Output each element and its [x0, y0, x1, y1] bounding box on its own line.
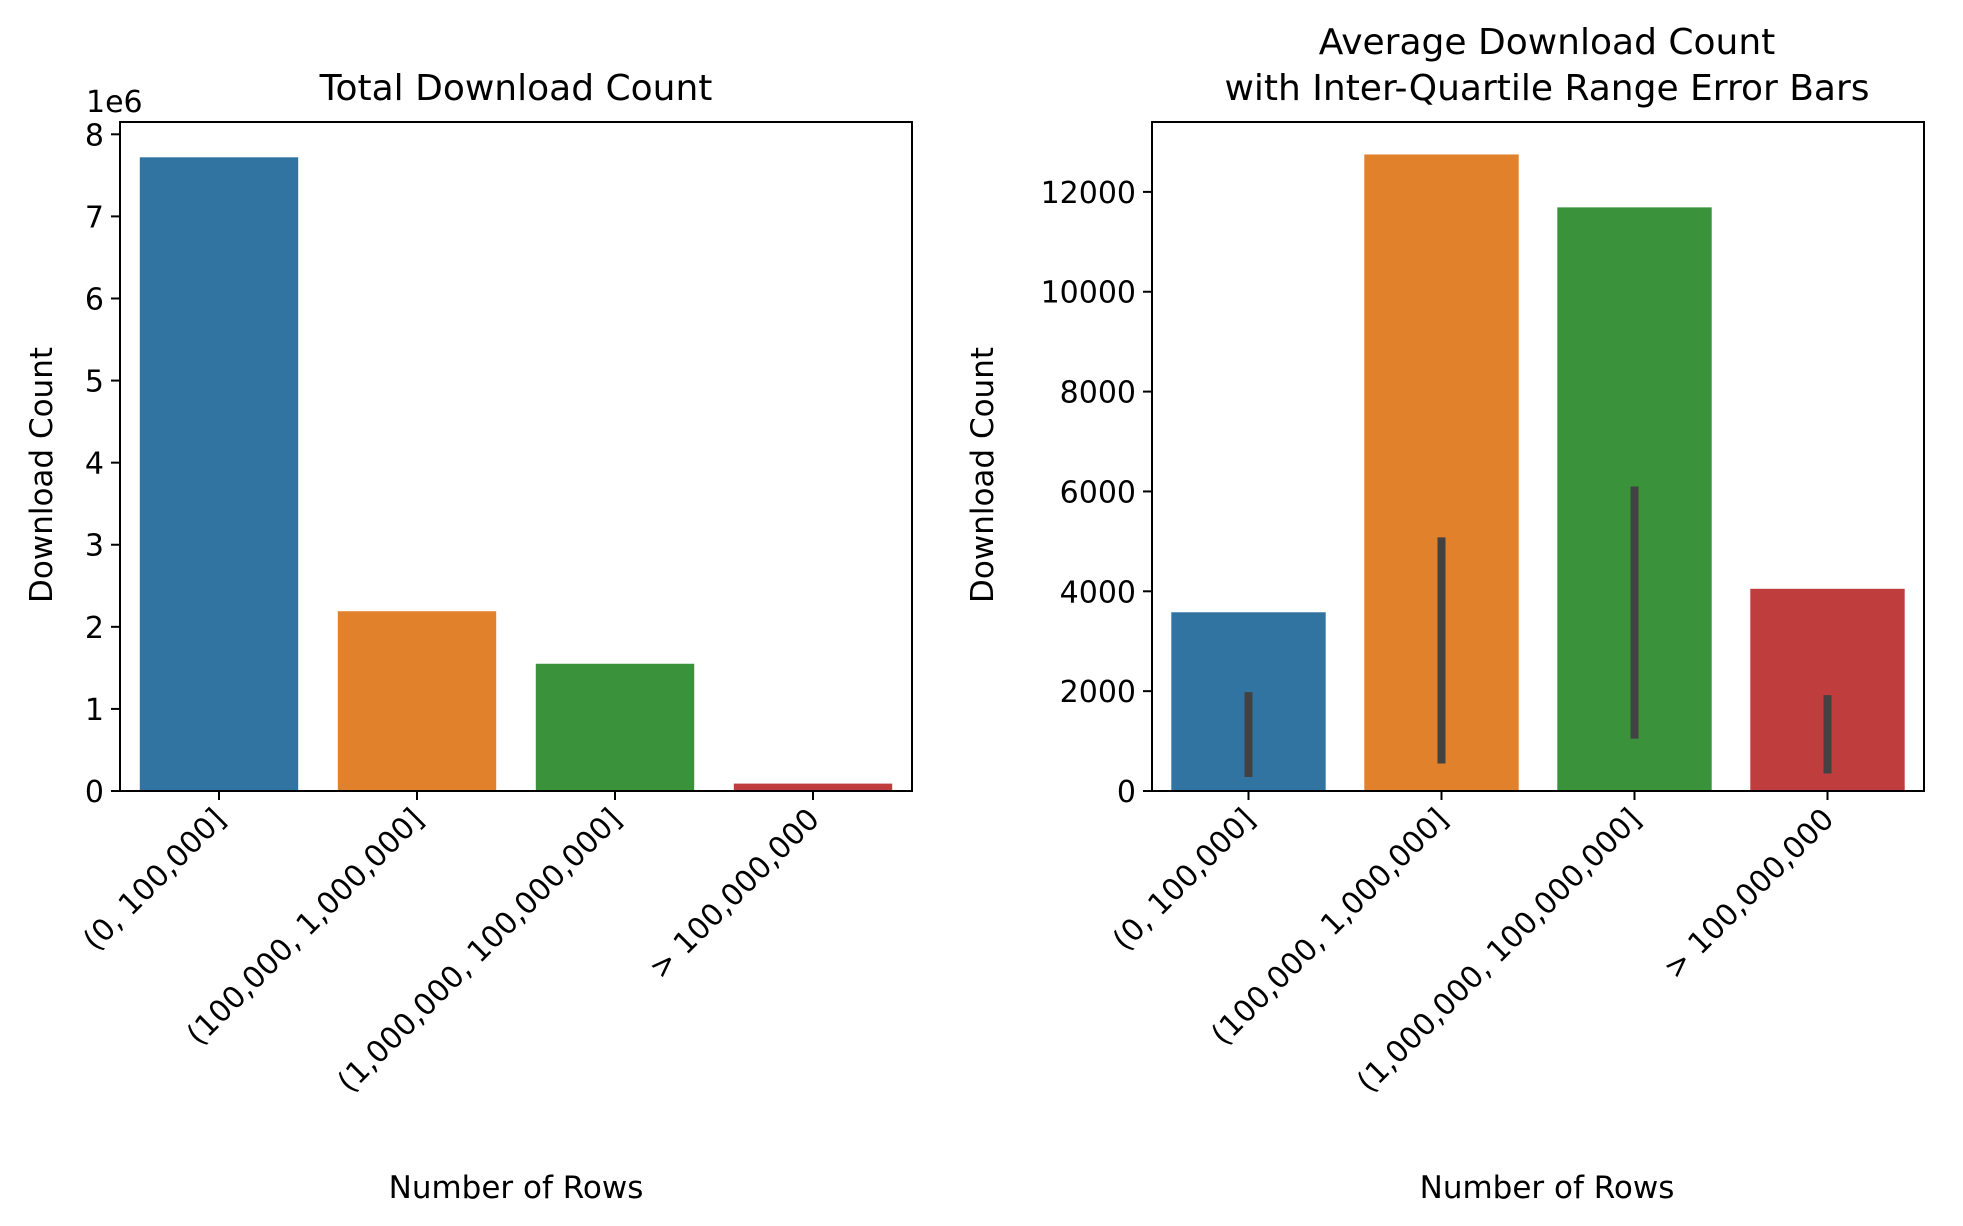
- plot-frame: [119, 121, 913, 792]
- average-download-chart: Average Download Count with Inter-Quarti…: [965, 22, 1925, 1206]
- y-tick-label: 3: [85, 529, 104, 564]
- y-axis-offset-label: 1e6: [86, 85, 143, 120]
- x-axis-label: Number of Rows: [389, 1170, 644, 1206]
- y-tick-label: 6000: [1060, 475, 1136, 510]
- y-tick-label: 0: [85, 775, 104, 810]
- error-bars: [1244, 486, 1832, 778]
- y-tick-label: 5: [85, 365, 104, 400]
- y-ticks: 0 2000 4000 6000 8000 10000 12000: [1041, 176, 1152, 810]
- x-tick-label: > 100,000,000: [642, 802, 826, 986]
- y-tick-label: 4000: [1060, 575, 1136, 610]
- y-ticks: 0 1 2 3 4 5 6 7 8: [85, 118, 120, 810]
- x-tick-label: (0, 100,000]: [77, 802, 233, 958]
- chart-title-line-2: with Inter-Quartile Range Error Bars: [1224, 68, 1869, 109]
- y-tick-label: 2000: [1060, 675, 1136, 710]
- y-tick-label: 6: [85, 282, 104, 317]
- y-axis-label: Download Count: [965, 347, 1001, 603]
- y-tick-label: 8: [85, 118, 104, 153]
- x-ticks: (0, 100,000](100,000, 1,000,000](1,000,0…: [77, 791, 827, 1100]
- x-axis-label: Number of Rows: [1420, 1170, 1675, 1206]
- x-tick-label: (0, 100,000]: [1106, 802, 1262, 958]
- x-tick-label: > 100,000,000: [1657, 802, 1841, 986]
- y-tick-label: 7: [85, 200, 104, 235]
- bars: [139, 157, 893, 791]
- y-tick-label: 0: [1117, 775, 1136, 810]
- plot-frame: [1151, 121, 1925, 792]
- y-tick-label: 1: [85, 693, 104, 728]
- y-tick-label: 12000: [1041, 176, 1136, 211]
- y-axis-label: Download Count: [24, 347, 60, 603]
- bar: [337, 611, 497, 791]
- chart-title-line-1: Average Download Count: [1319, 22, 1776, 63]
- y-tick-label: 8000: [1060, 376, 1136, 411]
- bar: [733, 783, 893, 791]
- bar: [139, 157, 299, 791]
- x-ticks: (0, 100,000](100,000, 1,000,000](1,000,0…: [1106, 791, 1841, 1100]
- bars: [1171, 154, 1905, 792]
- y-tick-label: 10000: [1041, 276, 1136, 311]
- bar: [535, 663, 695, 791]
- y-tick-label: 4: [85, 447, 104, 482]
- total-download-chart: Total Download Count 1e6 Download Count …: [24, 68, 913, 1206]
- chart-title: Total Download Count: [319, 68, 713, 109]
- y-tick-label: 2: [85, 611, 104, 646]
